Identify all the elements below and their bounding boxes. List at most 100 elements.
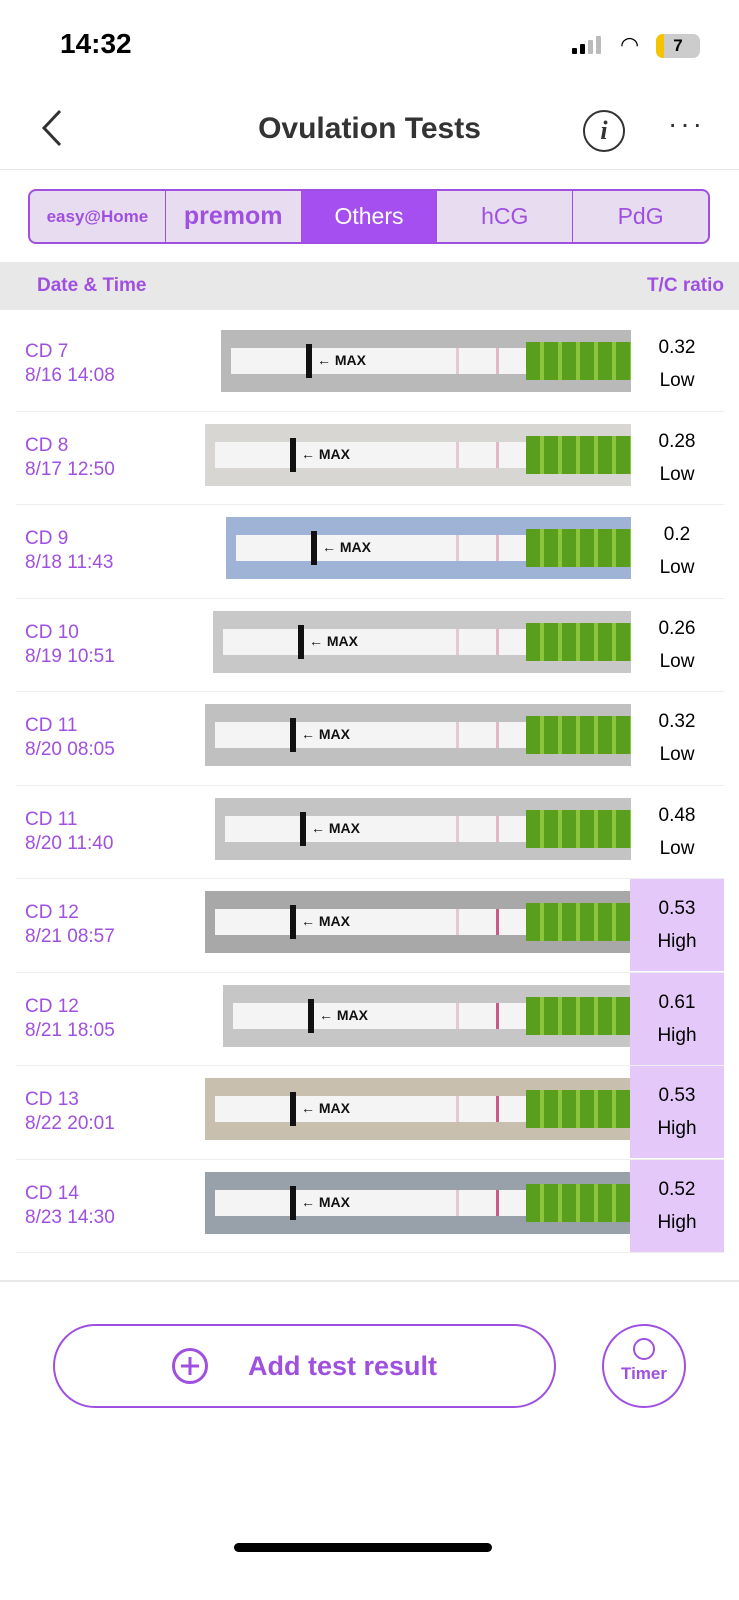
test-strip-photo[interactable]: ← MAX — [205, 704, 631, 766]
back-icon[interactable] — [40, 108, 64, 148]
ratio-value: 0.32 — [658, 711, 696, 732]
test-strip-photo[interactable]: ← MAX — [205, 1078, 631, 1140]
ratio-level: High — [657, 1211, 697, 1233]
tc-ratio: 0.26 Low — [630, 599, 724, 691]
strip-label: ← MAX — [301, 726, 350, 742]
test-row[interactable]: CD 11 8/20 08:05 ← MAX 0.32 Low — [16, 692, 724, 786]
test-datetime: 8/21 08:57 — [25, 926, 115, 947]
tc-ratio: 0.28 Low — [630, 412, 724, 504]
timer-label: Timer — [621, 1364, 667, 1383]
add-test-result-label: Add test result — [247, 1350, 438, 1381]
wifi-icon: ◠ — [620, 32, 640, 57]
test-row[interactable]: CD 14 8/23 14:30 ← MAX 0.52 High — [16, 1159, 724, 1253]
plus-circle-icon — [171, 1348, 208, 1384]
ratio-value: 0.26 — [658, 617, 696, 639]
test-strip-photo[interactable]: ← MAX — [205, 891, 631, 953]
battery-icon: 7 — [656, 34, 700, 58]
tc-ratio: 0.53 High — [630, 1066, 724, 1158]
lh-label — [526, 342, 631, 380]
home-indicator[interactable] — [234, 1543, 492, 1552]
ratio-value: 0.52 — [658, 1178, 696, 1200]
lh-label — [526, 716, 631, 754]
test-row[interactable]: CD 8 8/17 12:50 ← MAX 0.28 Low — [16, 412, 724, 505]
ratio-value: 0.2 — [663, 524, 691, 545]
test-datetime: 8/21 18:05 — [25, 1019, 115, 1041]
tab-others[interactable]: Others — [301, 191, 438, 242]
ratio-level: Low — [659, 557, 695, 578]
stopwatch-icon — [633, 1338, 655, 1360]
lh-label — [526, 996, 631, 1035]
cycle-day: CD 14 — [25, 1182, 79, 1204]
tc-ratio: 0.53 High — [630, 879, 724, 971]
tab-easy-at-home[interactable]: easy@Home — [30, 191, 166, 242]
test-strip-photo[interactable]: ← MAX — [226, 517, 631, 579]
test-date: CD 14 8/23 14:30 — [25, 1182, 115, 1230]
test-row[interactable]: CD 10 8/19 10:51 ← MAX 0.26 Low — [16, 599, 724, 692]
test-date: CD 9 8/18 11:43 — [25, 527, 113, 575]
test-list: CD 7 8/16 14:08 ← MAX 0.32 Low CD 8 8/17 12:… — [16, 318, 724, 1253]
ratio-level: Low — [659, 650, 695, 672]
cycle-day: CD 11 — [25, 808, 78, 830]
strip-label: ← MAX — [301, 1193, 350, 1210]
tc-ratio: 0.52 High — [630, 1159, 724, 1252]
lh-label — [526, 622, 631, 661]
ratio-value: 0.48 — [658, 804, 696, 826]
test-strip-photo[interactable]: ← MAX — [205, 423, 631, 486]
ratio-value: 0.32 — [658, 337, 696, 358]
timer-button[interactable]: Timer — [602, 1324, 686, 1408]
test-row[interactable]: CD 11 8/20 11:40 ← MAX 0.48 Low — [16, 786, 724, 879]
more-icon[interactable]: ··· — [668, 108, 705, 139]
signal-icon — [572, 36, 601, 54]
test-datetime: 8/18 11:43 — [25, 552, 114, 573]
test-row[interactable]: CD 12 8/21 18:05 ← MAX 0.61 High — [16, 972, 724, 1066]
ratio-column-header: T/C ratio — [646, 275, 724, 296]
test-datetime: 8/20 08:05 — [25, 739, 115, 760]
test-strip-photo[interactable]: ← MAX — [221, 330, 631, 392]
test-datetime: 8/23 14:30 — [25, 1206, 115, 1228]
tab-premom[interactable]: premom — [166, 191, 302, 242]
strip-label: ← MAX — [319, 1006, 368, 1023]
brand-tabs: easy@Home premom Others hCG PdG — [28, 189, 710, 244]
test-date: CD 10 8/19 10:51 — [25, 621, 115, 669]
ratio-value: 0.28 — [658, 430, 696, 452]
lh-label — [526, 435, 631, 474]
strip-label: ← MAX — [301, 1100, 350, 1116]
strip-label: ← MAX — [309, 632, 358, 649]
tab-hcg[interactable]: hCG — [437, 191, 574, 242]
strip-label: ← MAX — [301, 445, 350, 462]
test-date: CD 13 8/22 20:01 — [25, 1088, 115, 1136]
test-row[interactable]: CD 7 8/16 14:08 ← MAX 0.32 Low — [16, 318, 724, 412]
test-row[interactable]: CD 9 8/18 11:43 ← MAX 0.2 Low — [16, 505, 724, 599]
tab-pdg[interactable]: PdG — [617, 203, 664, 229]
cycle-day: CD 12 — [25, 995, 79, 1017]
cycle-day: CD 7 — [25, 341, 69, 362]
test-date: CD 11 8/20 08:05 — [25, 714, 115, 762]
test-date: CD 11 8/20 11:40 — [25, 808, 113, 856]
tc-ratio: 0.32 Low — [630, 318, 724, 410]
lh-label — [526, 809, 631, 848]
test-strip-photo[interactable]: ← MAX — [215, 797, 631, 860]
ratio-level: Low — [659, 463, 695, 485]
test-row[interactable]: CD 13 8/22 20:01 ← MAX 0.53 High — [16, 1066, 724, 1160]
test-date: CD 8 8/17 12:50 — [25, 434, 115, 482]
strip-label: ← MAX — [322, 539, 371, 555]
lh-label — [526, 1183, 631, 1222]
lh-label — [526, 1090, 631, 1128]
add-test-result-button[interactable]: Add test result — [53, 1324, 556, 1408]
divider — [0, 1280, 739, 1282]
lh-label — [526, 903, 631, 941]
info-icon[interactable]: i — [583, 110, 625, 152]
test-datetime: 8/19 10:51 — [25, 645, 115, 667]
test-row[interactable]: CD 12 8/21 08:57 ← MAX 0.53 High — [16, 879, 724, 973]
test-strip-photo[interactable]: ← MAX — [213, 610, 631, 673]
cycle-day: CD 13 — [25, 1089, 79, 1110]
ratio-level: Low — [659, 744, 695, 765]
test-date: CD 12 8/21 08:57 — [25, 901, 115, 949]
ratio-level: High — [657, 931, 697, 952]
test-strip-photo[interactable]: ← MAX — [223, 984, 631, 1047]
lh-label — [526, 529, 631, 567]
status-bar: 14:32 ◠ 7 — [0, 0, 739, 90]
test-datetime: 8/17 12:50 — [25, 458, 115, 480]
test-strip-photo[interactable]: ← MAX — [205, 1171, 631, 1234]
test-date: CD 12 8/21 18:05 — [25, 995, 115, 1043]
